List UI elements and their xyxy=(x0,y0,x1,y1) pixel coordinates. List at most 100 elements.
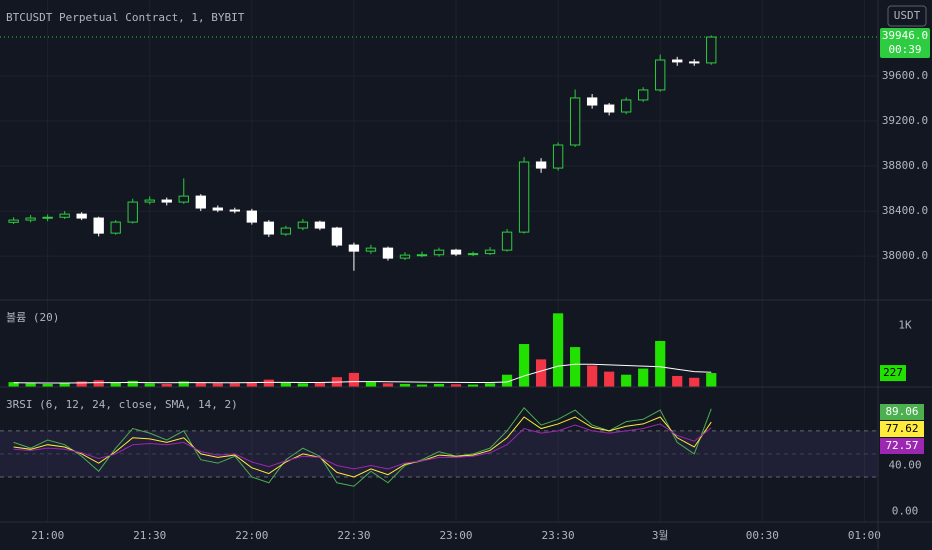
x-tick-label: 01:00 xyxy=(848,529,881,542)
candle-body xyxy=(348,244,360,252)
candle-body xyxy=(501,231,513,251)
candle-body xyxy=(42,216,53,219)
panel-title: 3RSI (6, 12, 24, close, SMA, 14, 2) xyxy=(6,398,238,411)
volume-bar xyxy=(93,380,104,387)
volume-bar xyxy=(178,381,189,387)
countdown: 00:39 xyxy=(888,43,921,56)
candle-body xyxy=(450,249,462,255)
volume-bar xyxy=(195,382,206,387)
x-tick-label: 22:00 xyxy=(235,529,268,542)
y-tick-label: 1K xyxy=(898,319,912,332)
volume-bar xyxy=(263,379,274,387)
volume-bar xyxy=(144,383,155,387)
candle-body xyxy=(655,59,666,91)
volume-bar xyxy=(655,340,666,387)
volume-bar xyxy=(161,383,172,387)
volume-bar xyxy=(25,383,36,387)
rsi-value-box xyxy=(880,421,924,437)
x-tick-label: 23:00 xyxy=(439,529,472,542)
candle-body xyxy=(212,207,223,211)
x-tick-label: 23:30 xyxy=(542,529,575,542)
candle-body xyxy=(569,97,581,146)
volume-bar xyxy=(604,371,615,387)
candle-body xyxy=(433,249,445,256)
candle-body xyxy=(552,144,564,169)
candle-body xyxy=(603,104,615,113)
panel-title: BTCUSDT Perpetual Contract, 1, BYBIT xyxy=(6,11,245,24)
volume-bar xyxy=(706,373,717,387)
candle-body xyxy=(195,195,206,209)
volume-bar xyxy=(229,383,240,387)
candle-body xyxy=(399,254,411,259)
volume-bar xyxy=(416,384,428,387)
candle-body xyxy=(314,221,326,229)
volume-bar xyxy=(382,383,394,387)
rsi-value-label: 72.57 xyxy=(885,439,918,452)
candle-body xyxy=(93,217,104,234)
y-tick-label: 38000.0 xyxy=(882,249,928,262)
rsi-value-box xyxy=(880,404,924,420)
candle-body xyxy=(25,217,36,221)
x-tick-label: 21:00 xyxy=(31,529,64,542)
volume-bar xyxy=(297,383,308,387)
volume-bar xyxy=(621,374,632,387)
volume-bar xyxy=(314,382,325,387)
volume-bar xyxy=(518,344,530,387)
candle-body xyxy=(689,61,700,64)
candle-body xyxy=(672,59,683,63)
candle-body xyxy=(280,227,292,235)
candle-body xyxy=(706,36,717,64)
volume-bar xyxy=(638,368,649,387)
x-tick-label: 21:30 xyxy=(133,529,166,542)
candle-body xyxy=(263,221,275,235)
volume-bar xyxy=(59,382,70,387)
candle-body xyxy=(518,161,530,233)
candle-body xyxy=(110,221,121,234)
candle-body xyxy=(331,227,343,246)
rsi-value-label: 89.06 xyxy=(885,405,918,418)
candle-body xyxy=(178,195,189,203)
y-tick-label: 39600.0 xyxy=(882,69,928,82)
volume-bar xyxy=(246,382,257,387)
candle-body xyxy=(586,97,598,106)
volume-bar xyxy=(501,374,513,387)
volume-bar xyxy=(570,347,581,387)
candle-body xyxy=(638,89,649,101)
x-tick-label: 00:30 xyxy=(746,529,779,542)
volume-bar xyxy=(110,382,121,387)
volume-bar xyxy=(587,365,598,387)
candle-body xyxy=(229,209,240,212)
candle-body xyxy=(246,210,258,223)
price-label: 39946.0 xyxy=(882,29,928,42)
candle-body xyxy=(297,221,309,229)
currency-box xyxy=(887,5,927,27)
rsi-value-label: 77.62 xyxy=(885,422,918,435)
volume-bar xyxy=(127,380,138,387)
volume-bar xyxy=(365,382,377,387)
y-tick-label: 38800.0 xyxy=(882,159,928,172)
volume-label-box xyxy=(880,365,906,382)
volume-bar xyxy=(450,384,462,387)
price-label-box xyxy=(880,28,930,59)
currency: USDT xyxy=(894,9,921,22)
y-tick-label: 38400.0 xyxy=(882,204,928,217)
volume-bar xyxy=(42,383,53,387)
volume-bar xyxy=(212,383,223,387)
rsi-line xyxy=(13,423,712,470)
candle-body xyxy=(76,213,87,219)
volume-bar xyxy=(433,383,445,387)
x-tick-label: 22:30 xyxy=(337,529,370,542)
panel-title: 볼륨 (20) xyxy=(6,311,59,324)
rsi-line xyxy=(13,416,712,478)
candle-body xyxy=(144,199,155,203)
candle-body xyxy=(365,247,377,252)
volume-bar xyxy=(76,381,87,387)
candle-body xyxy=(620,99,632,113)
volume-bar xyxy=(553,313,564,387)
candle-body xyxy=(59,213,70,218)
volume-bar xyxy=(280,382,291,387)
volume-bar xyxy=(467,384,479,387)
